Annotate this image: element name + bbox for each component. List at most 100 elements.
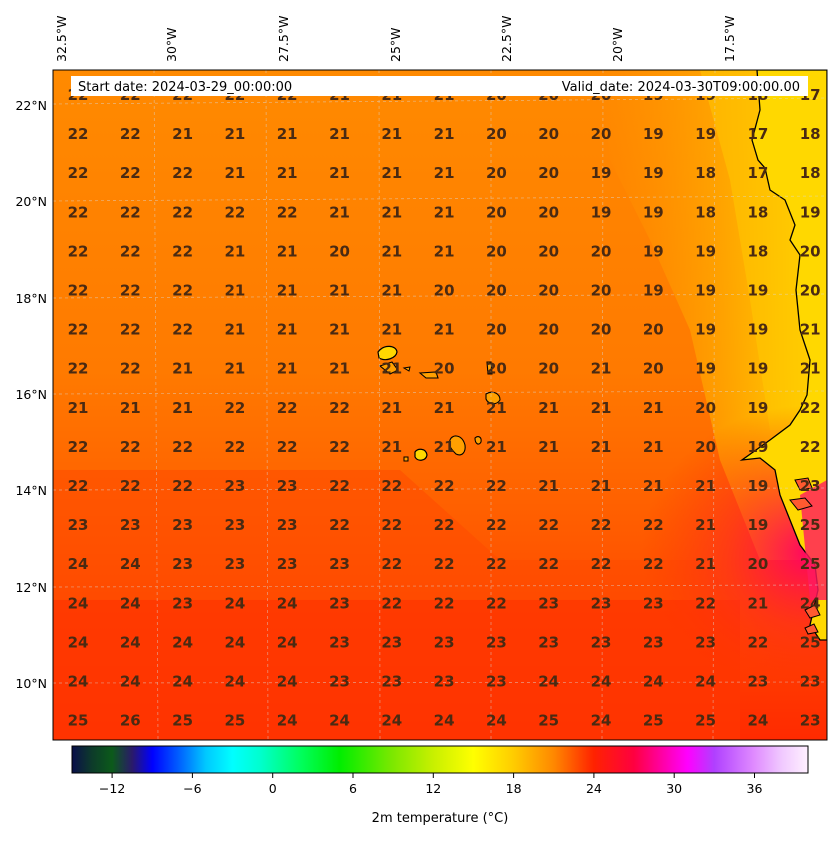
temp-value-r4-c2: 22 bbox=[172, 242, 193, 260]
temp-value-r7-c9: 20 bbox=[538, 360, 559, 378]
temp-value-r13-c4: 24 bbox=[277, 594, 298, 612]
temp-value-r5-c8: 20 bbox=[486, 282, 507, 300]
temp-value-r5-c7: 20 bbox=[434, 282, 455, 300]
temp-value-r2-c1: 22 bbox=[120, 164, 141, 182]
temp-value-r1-c13: 17 bbox=[747, 125, 768, 143]
temp-value-r8-c0: 21 bbox=[68, 399, 89, 417]
colorbar-tick-label: 36 bbox=[747, 781, 763, 796]
lon-label-25w: 25°W bbox=[388, 27, 403, 62]
temp-value-r1-c14: 18 bbox=[800, 125, 821, 143]
temp-value-r2-c13: 17 bbox=[747, 164, 768, 182]
temp-value-r14-c1: 24 bbox=[120, 633, 141, 651]
temp-value-r6-c1: 22 bbox=[120, 321, 141, 339]
temp-value-r6-c3: 21 bbox=[224, 321, 245, 339]
temp-value-r6-c0: 22 bbox=[68, 321, 89, 339]
temp-value-r3-c5: 21 bbox=[329, 203, 350, 221]
temp-value-r4-c6: 21 bbox=[381, 242, 402, 260]
temp-value-r10-c4: 23 bbox=[277, 477, 298, 495]
temp-value-r10-c9: 21 bbox=[538, 477, 559, 495]
temp-value-r9-c8: 21 bbox=[486, 438, 507, 456]
temp-value-r14-c0: 24 bbox=[68, 633, 89, 651]
valid-date-label: Valid_date: 2024-03-30T09:00:00.00 bbox=[562, 80, 800, 95]
temp-value-r2-c7: 21 bbox=[434, 164, 455, 182]
temp-value-r13-c11: 23 bbox=[643, 594, 664, 612]
temp-value-r7-c11: 20 bbox=[643, 360, 664, 378]
temp-value-r12-c8: 22 bbox=[486, 555, 507, 573]
temp-value-r7-c13: 19 bbox=[747, 360, 768, 378]
temp-value-r3-c2: 22 bbox=[172, 203, 193, 221]
temp-value-r4-c9: 20 bbox=[538, 242, 559, 260]
temp-value-r15-c2: 24 bbox=[172, 673, 193, 691]
hot-southeast-patch bbox=[53, 70, 827, 740]
temp-value-r12-c12: 21 bbox=[695, 555, 716, 573]
temp-value-r7-c7: 20 bbox=[434, 360, 455, 378]
temp-value-r3-c14: 19 bbox=[800, 203, 821, 221]
lon-label-32-5w: 32.5°W bbox=[54, 16, 69, 62]
temp-value-r6-c10: 20 bbox=[591, 321, 612, 339]
longitude-labels: 32.5°W 30°W 27.5°W 25°W 22.5°W 20°W 17.5… bbox=[54, 16, 737, 62]
temp-value-r10-c10: 21 bbox=[591, 477, 612, 495]
temp-value-r6-c7: 21 bbox=[434, 321, 455, 339]
temp-value-r8-c7: 21 bbox=[434, 399, 455, 417]
temp-value-r11-c3: 23 bbox=[224, 516, 245, 534]
temp-value-r4-c8: 20 bbox=[486, 242, 507, 260]
temp-value-r5-c11: 19 bbox=[643, 282, 664, 300]
temp-value-r3-c1: 22 bbox=[120, 203, 141, 221]
temp-value-r13-c1: 24 bbox=[120, 594, 141, 612]
temp-value-r16-c6: 24 bbox=[381, 712, 402, 730]
temp-value-r1-c1: 22 bbox=[120, 125, 141, 143]
temp-value-r8-c10: 21 bbox=[591, 399, 612, 417]
temp-value-r15-c11: 24 bbox=[643, 673, 664, 691]
temp-value-r9-c2: 22 bbox=[172, 438, 193, 456]
temp-value-r7-c0: 22 bbox=[68, 360, 89, 378]
temp-value-r10-c7: 22 bbox=[434, 477, 455, 495]
temp-value-r14-c10: 23 bbox=[591, 633, 612, 651]
temp-value-r6-c11: 20 bbox=[643, 321, 664, 339]
temp-value-r11-c0: 23 bbox=[68, 516, 89, 534]
temp-value-r7-c10: 21 bbox=[591, 360, 612, 378]
temp-value-r16-c1: 26 bbox=[120, 712, 141, 730]
lon-label-30w: 30°W bbox=[164, 27, 179, 62]
temp-value-r5-c13: 19 bbox=[747, 282, 768, 300]
temp-value-r13-c14: 24 bbox=[800, 594, 821, 612]
coast-senegal-inlets bbox=[789, 477, 813, 511]
temp-value-r4-c14: 20 bbox=[800, 242, 821, 260]
colorbar-tick-label: 24 bbox=[586, 781, 602, 796]
temp-value-r4-c0: 22 bbox=[68, 242, 89, 260]
temp-value-r7-c8: 20 bbox=[486, 360, 507, 378]
temp-value-r2-c4: 21 bbox=[277, 164, 298, 182]
temp-value-r15-c1: 24 bbox=[120, 673, 141, 691]
temp-value-r3-c3: 22 bbox=[224, 203, 245, 221]
temp-value-r11-c2: 23 bbox=[172, 516, 193, 534]
temp-value-r3-c10: 19 bbox=[591, 203, 612, 221]
temp-value-r10-c13: 19 bbox=[747, 477, 768, 495]
temp-value-r5-c2: 22 bbox=[172, 282, 193, 300]
lon-label-17-5w: 17.5°W bbox=[722, 16, 737, 62]
temperature-value-grid: 22 22 22 22 22 21 21 21 20 20 20 19 19 18 17 22 22 21 21 21… bbox=[68, 86, 821, 730]
temp-value-r4-c10: 20 bbox=[591, 242, 612, 260]
temp-value-r3-c0: 22 bbox=[68, 203, 89, 221]
temp-value-r12-c4: 23 bbox=[277, 555, 298, 573]
temp-value-r16-c2: 25 bbox=[172, 712, 193, 730]
temp-value-r5-c12: 19 bbox=[695, 282, 716, 300]
temp-value-r2-c0: 22 bbox=[68, 164, 89, 182]
temp-value-r3-c7: 21 bbox=[434, 203, 455, 221]
temp-value-r13-c6: 22 bbox=[381, 594, 402, 612]
temp-value-r12-c3: 23 bbox=[224, 555, 245, 573]
land-hot-interior bbox=[800, 480, 827, 600]
temp-value-r14-c6: 23 bbox=[381, 633, 402, 651]
temp-value-r4-c7: 21 bbox=[434, 242, 455, 260]
temp-value-r2-c14: 18 bbox=[800, 164, 821, 182]
temp-value-r9-c14: 22 bbox=[800, 438, 821, 456]
temp-value-r13-c8: 22 bbox=[486, 594, 507, 612]
temp-value-r15-c13: 23 bbox=[747, 673, 768, 691]
temp-value-r2-c11: 19 bbox=[643, 164, 664, 182]
temp-value-r12-c9: 22 bbox=[538, 555, 559, 573]
temp-value-r10-c6: 22 bbox=[381, 477, 402, 495]
start-date-label: Start date: 2024-03-29_00:00:00 bbox=[78, 80, 292, 95]
colorbar-tick-label: 0 bbox=[269, 781, 277, 796]
lon-label-27-5w: 27.5°W bbox=[276, 16, 291, 62]
island-maio bbox=[474, 436, 482, 445]
temp-value-r10-c5: 22 bbox=[329, 477, 350, 495]
temp-value-r13-c5: 23 bbox=[329, 594, 350, 612]
